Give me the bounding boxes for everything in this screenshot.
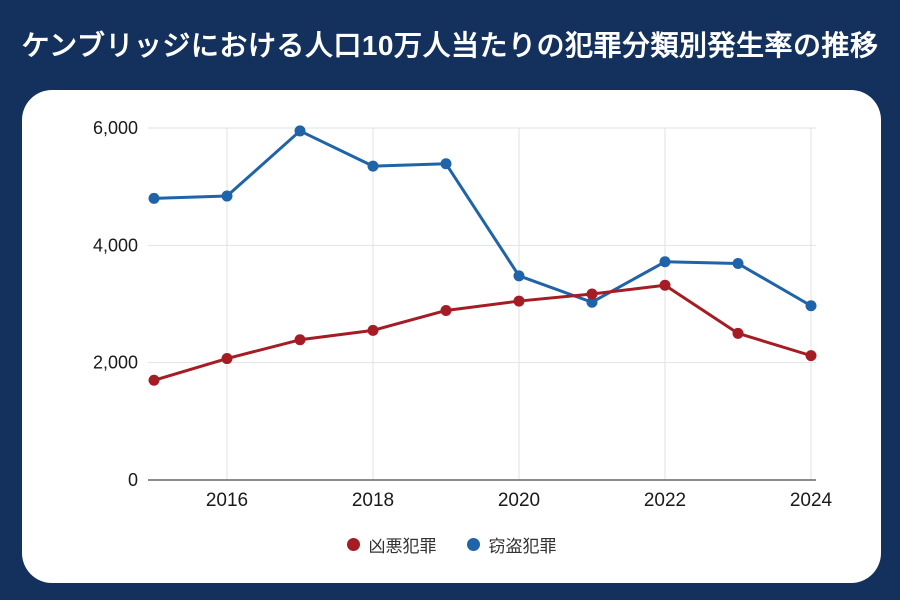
y-axis-tick-label: 0 [128, 470, 138, 490]
legend-label-violent-crime: 凶悪犯罪 [368, 537, 437, 556]
violent-crime-point [659, 279, 671, 291]
theft-crime-point [659, 256, 671, 268]
theft-crime-point [513, 270, 525, 282]
theft-crime-line [153, 129, 812, 308]
theft-crime-point [367, 160, 379, 172]
y-axis-tick-label: 6,000 [93, 118, 138, 138]
x-axis-tick-label: 2018 [352, 490, 394, 511]
violent-crime-point [367, 324, 379, 336]
violent-crime-point [148, 374, 160, 386]
x-axis-tick-label: 2024 [790, 490, 833, 511]
chart-legend: 凶悪犯罪 窃盗犯罪 [22, 532, 881, 557]
theft-crime-point [805, 300, 817, 312]
y-axis-tick-label: 2,000 [93, 353, 138, 373]
violent-crime-point [440, 304, 452, 316]
theft-crime-point [586, 296, 598, 308]
theft-crime-point [148, 192, 160, 204]
x-axis-tick-label: 2020 [498, 490, 540, 511]
x-axis-tick-label: 2022 [644, 490, 686, 511]
theft-crime-point [221, 190, 233, 202]
violent-crime-point [513, 295, 525, 307]
violent-crime-point [732, 327, 744, 339]
legend-dot-violent-crime [346, 538, 360, 551]
theft-crime-point [732, 258, 744, 270]
theft-crime-point [440, 158, 452, 170]
crime-trend-chart: 0 2,000 4,000 6,000 2016 2018 2020 2022 2024 [93, 118, 833, 511]
y-axis-tick-label: 4,000 [93, 235, 138, 255]
violent-crime-line [153, 283, 812, 382]
violent-crime-point [294, 334, 306, 346]
legend-dot-theft-crime [466, 538, 480, 551]
title-bar: ケンブリッジにおける人口10万人当たりの犯罪分類別発生率の推移 [0, 0, 900, 88]
violent-crime-point [586, 288, 598, 300]
theft-crime-point [294, 125, 306, 137]
legend-item-violent-crime: 凶悪犯罪 [346, 532, 437, 557]
violent-crime-point [221, 353, 233, 365]
page-title: ケンブリッジにおける人口10万人当たりの犯罪分類別発生率の推移 [21, 30, 879, 61]
legend-item-theft-crime: 窃盗犯罪 [466, 532, 557, 557]
chart-card: 0 2,000 4,000 6,000 2016 2018 2020 2022 2024 凶悪犯… [22, 90, 881, 583]
x-axis-tick-label: 2016 [206, 490, 248, 511]
violent-crime-point [805, 350, 817, 362]
legend-label-theft-crime: 窃盗犯罪 [488, 537, 557, 556]
